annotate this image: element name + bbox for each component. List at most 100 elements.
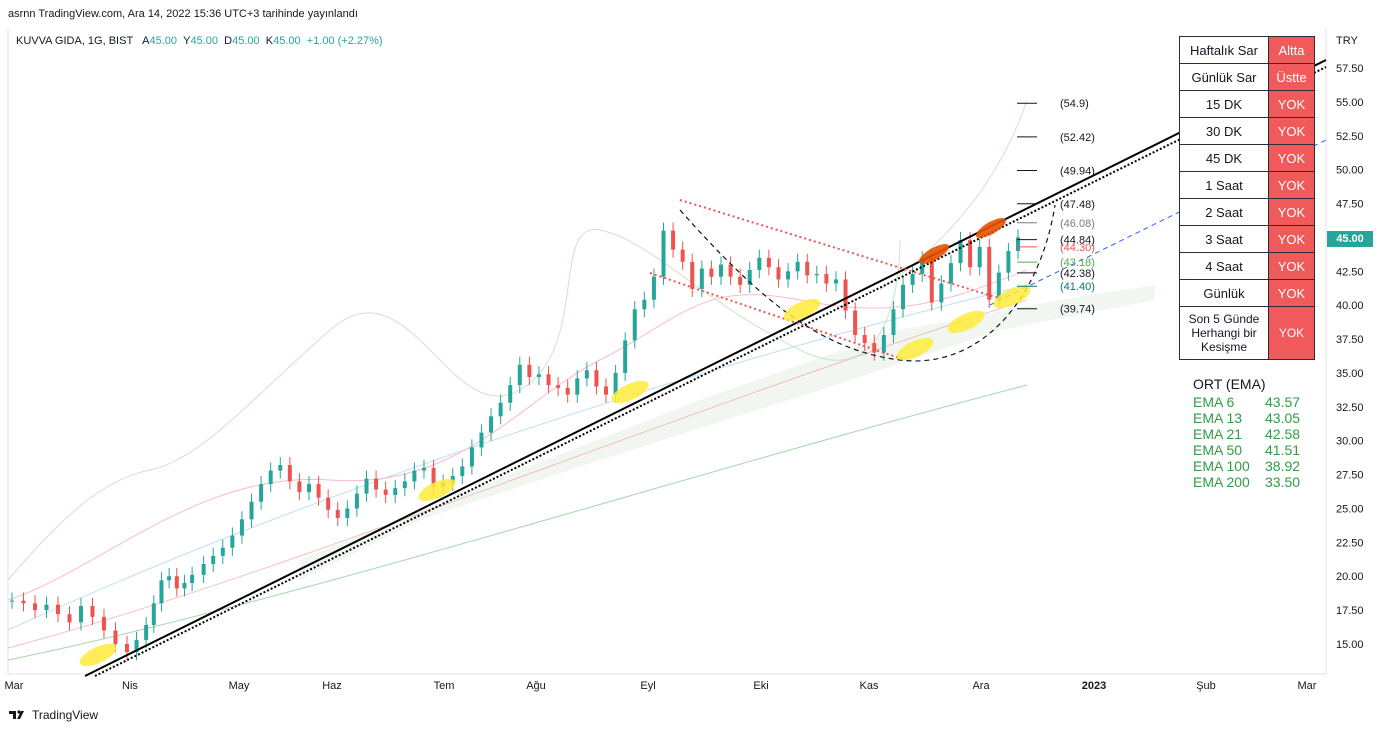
low-value: 45.00 bbox=[232, 35, 260, 47]
candle-body bbox=[113, 630, 118, 644]
candle-body bbox=[326, 497, 331, 510]
level-label: (44.30) bbox=[1060, 242, 1095, 254]
candle-body bbox=[556, 385, 561, 388]
y-tick-label: 37.50 bbox=[1336, 334, 1364, 346]
main-trendline bbox=[84, 59, 1327, 677]
candle-body bbox=[757, 257, 762, 270]
ema-row: EMA 21 42.58 bbox=[1193, 426, 1300, 442]
y-tick-label: 57.50 bbox=[1336, 63, 1364, 75]
sar-row-label: 15 DK bbox=[1179, 90, 1269, 118]
y-tick-label: 25.00 bbox=[1336, 503, 1364, 515]
sar-row-value: YOK bbox=[1268, 90, 1315, 118]
candle-body bbox=[32, 603, 37, 611]
level-label: (47.48) bbox=[1060, 199, 1095, 211]
sar-row-label: 2 Saat bbox=[1179, 198, 1269, 226]
sar-row-value: YOK bbox=[1268, 279, 1315, 307]
candle-body bbox=[527, 364, 532, 378]
sar-status-table: Haftalık Sar Altta Günlük Sar Üstte 15 DK YOK… bbox=[1179, 36, 1315, 360]
candle-body bbox=[881, 334, 886, 353]
candle-body bbox=[613, 372, 618, 395]
orange-highlight bbox=[918, 244, 950, 264]
candle-body bbox=[307, 484, 312, 493]
ema-value: 41.51 bbox=[1265, 442, 1301, 458]
sar-row-value: YOK bbox=[1268, 198, 1315, 226]
yellow-highlight bbox=[947, 310, 985, 334]
sar-row-label: 3 Saat bbox=[1179, 225, 1269, 253]
sar-row-value: YOK bbox=[1268, 225, 1315, 253]
candle-body bbox=[575, 378, 580, 395]
close-label: K bbox=[265, 35, 274, 47]
candle-body bbox=[795, 261, 800, 272]
candle-body bbox=[44, 604, 49, 611]
sar-row: 2 Saat YOK bbox=[1179, 198, 1315, 226]
candle-body bbox=[996, 272, 1001, 300]
candle-body bbox=[1016, 237, 1020, 251]
candle-body bbox=[814, 274, 819, 276]
candle-body bbox=[190, 574, 195, 584]
sar-row: 3 Saat YOK bbox=[1179, 225, 1315, 253]
x-tick-label: Eyl bbox=[640, 680, 655, 692]
candle-body bbox=[718, 264, 723, 277]
tradingview-logo-icon bbox=[9, 710, 24, 719]
ema-name: EMA 100 bbox=[1193, 458, 1250, 474]
ema-100-line bbox=[7, 299, 1028, 649]
candle-body bbox=[230, 535, 235, 548]
x-tick-label: Kas bbox=[860, 680, 879, 692]
level-label: (54.9) bbox=[1060, 98, 1089, 110]
candle-body bbox=[174, 576, 179, 589]
candle-body bbox=[843, 279, 848, 311]
candle-body bbox=[872, 343, 877, 353]
candle-body bbox=[460, 466, 465, 476]
candle-body bbox=[211, 555, 216, 565]
candle-body bbox=[134, 639, 139, 653]
candle-body bbox=[220, 547, 225, 556]
candle-body bbox=[144, 625, 149, 640]
x-tick-label: May bbox=[229, 680, 250, 692]
ema-value: 43.57 bbox=[1265, 394, 1301, 410]
candle-body bbox=[316, 484, 321, 498]
y-tick-label: 40.00 bbox=[1336, 300, 1364, 312]
candle-body bbox=[383, 489, 388, 495]
high-value: 45.00 bbox=[190, 35, 219, 47]
candle-body bbox=[747, 269, 752, 285]
low-label: D bbox=[224, 35, 233, 47]
candle-body bbox=[738, 276, 743, 285]
ema-name: EMA 6 bbox=[1193, 394, 1235, 410]
candle-body bbox=[546, 374, 551, 386]
candle-body bbox=[374, 478, 379, 490]
candle-body bbox=[584, 370, 589, 379]
candle-body bbox=[968, 240, 973, 268]
y-tick-label: 30.00 bbox=[1336, 436, 1364, 448]
candle-body bbox=[853, 310, 858, 335]
ema-row: EMA 6 43.57 bbox=[1193, 394, 1300, 410]
candle-body bbox=[402, 481, 407, 489]
yellow-highlight bbox=[896, 337, 934, 361]
candle-body bbox=[824, 274, 829, 284]
cloud-upper-line bbox=[879, 99, 1028, 291]
ema-name: EMA 13 bbox=[1193, 410, 1243, 426]
ema-50-line bbox=[7, 284, 1028, 631]
ema-row: EMA 200 33.50 bbox=[1193, 474, 1300, 490]
y-tick-label: 55.00 bbox=[1336, 97, 1364, 109]
y-tick-label: 50.00 bbox=[1336, 165, 1364, 177]
candle-body bbox=[901, 284, 906, 310]
sar-row-value: YOK bbox=[1268, 171, 1315, 199]
candle-body bbox=[939, 283, 944, 303]
x-tick-label: Nis bbox=[122, 680, 138, 692]
candle-body bbox=[297, 481, 302, 493]
candle-body bbox=[728, 264, 733, 277]
candle-body bbox=[661, 230, 666, 277]
currency-label: TRY bbox=[1336, 35, 1358, 47]
candle-body bbox=[239, 519, 244, 536]
y-tick-label: 22.50 bbox=[1336, 537, 1364, 549]
footer-brand[interactable]: TradingView bbox=[8, 708, 98, 722]
sar-row-label: Günlük Sar bbox=[1179, 63, 1269, 91]
sar-row-value: YOK bbox=[1268, 252, 1315, 280]
y-tick-label: 15.00 bbox=[1336, 639, 1364, 651]
y-tick-label: 35.00 bbox=[1336, 368, 1364, 380]
sar-row-label: Haftalık Sar bbox=[1179, 36, 1269, 64]
x-tick-label: Eki bbox=[753, 680, 768, 692]
publish-info: asrnn TradingView.com, Ara 14, 2022 15:3… bbox=[8, 8, 358, 20]
sar-row: Son 5 Günde Herhangi bir Kesişme YOK bbox=[1179, 306, 1315, 360]
